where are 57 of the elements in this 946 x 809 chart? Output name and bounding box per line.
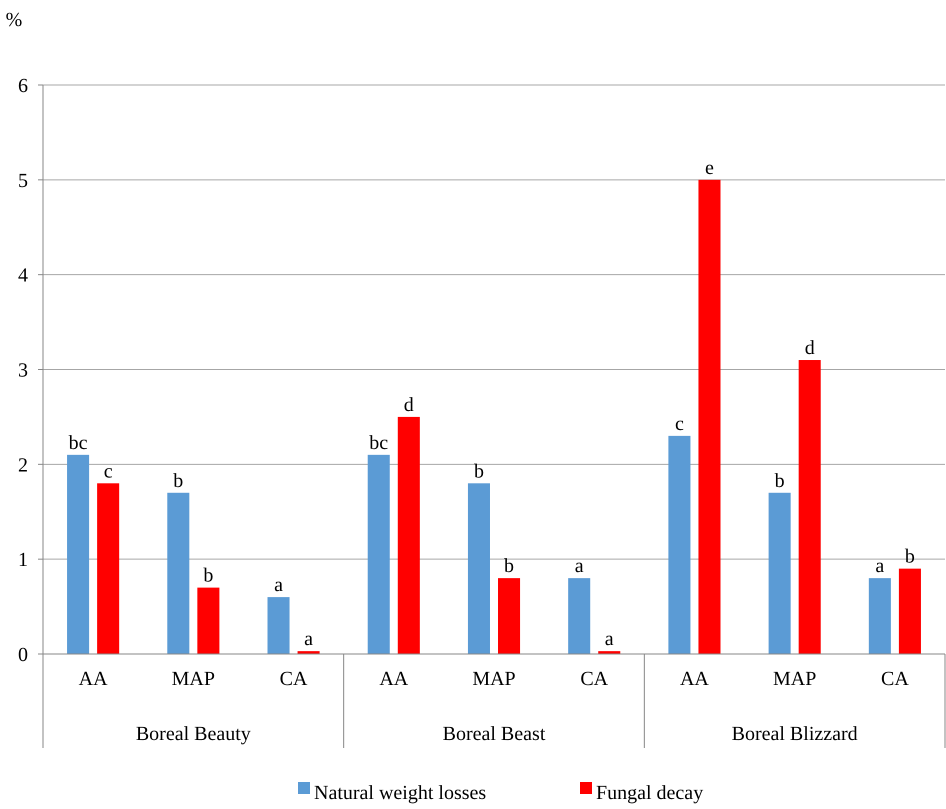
y-axis-title: % bbox=[6, 9, 22, 31]
y-tick-label: 4 bbox=[18, 264, 28, 287]
bar bbox=[898, 568, 921, 654]
text: Boreal Beast bbox=[442, 723, 546, 745]
bar bbox=[468, 483, 490, 654]
data-label: b bbox=[203, 564, 214, 587]
data-label: a bbox=[304, 628, 314, 650]
y-tick-label: 5 bbox=[18, 170, 28, 192]
bar bbox=[568, 578, 590, 654]
bar bbox=[698, 180, 720, 654]
bar bbox=[768, 492, 791, 654]
y-tick-label: 6 bbox=[18, 75, 28, 97]
data-label: b bbox=[474, 460, 484, 482]
bar bbox=[368, 454, 390, 654]
bar bbox=[268, 597, 290, 654]
data-label: a bbox=[274, 574, 284, 596]
x-tick-label: MAP bbox=[172, 668, 216, 690]
bar bbox=[598, 651, 620, 654]
bar bbox=[398, 416, 420, 654]
bar bbox=[498, 578, 520, 654]
data-label: d bbox=[404, 394, 414, 416]
data-label: b bbox=[774, 470, 785, 492]
x-tick-label: AA bbox=[78, 668, 108, 690]
data-label: bc bbox=[68, 432, 88, 454]
bar bbox=[197, 588, 220, 654]
x-tick-label: AA bbox=[680, 668, 710, 690]
y-tick-label: 0 bbox=[18, 644, 28, 666]
legend-label: Natural weight losses bbox=[314, 782, 486, 804]
data-label: b bbox=[173, 470, 184, 492]
data-label: a bbox=[574, 555, 584, 578]
data-label: d bbox=[804, 337, 815, 360]
x-tick-label: CA bbox=[280, 668, 308, 690]
legend-label: Fungal decay bbox=[596, 782, 704, 804]
data-label: b bbox=[904, 546, 915, 568]
bar bbox=[798, 360, 821, 654]
x-tick-label: AA bbox=[379, 668, 409, 690]
data-label: c bbox=[674, 412, 684, 435]
data-label: c bbox=[104, 460, 113, 482]
data-label: a bbox=[875, 555, 884, 578]
bar bbox=[67, 454, 90, 654]
data-label: e bbox=[705, 156, 714, 179]
bar bbox=[868, 578, 891, 654]
x-tick-label: MAP bbox=[472, 668, 516, 690]
bar bbox=[167, 492, 190, 654]
x-tick-label: CA bbox=[880, 668, 910, 690]
text: Boreal Blizzard bbox=[732, 723, 858, 745]
bar bbox=[97, 483, 120, 654]
x-tick-label: CA bbox=[580, 668, 609, 690]
text: Boreal Beauty bbox=[136, 723, 251, 745]
y-tick-label: 3 bbox=[18, 360, 28, 382]
data-label: a bbox=[604, 628, 614, 650]
data-label: bc bbox=[369, 432, 388, 454]
bar bbox=[668, 436, 690, 654]
y-tick-label: 2 bbox=[18, 454, 28, 476]
data-label: b bbox=[504, 555, 514, 578]
x-tick-label: MAP bbox=[772, 668, 816, 690]
y-tick-label: 1 bbox=[18, 549, 28, 572]
